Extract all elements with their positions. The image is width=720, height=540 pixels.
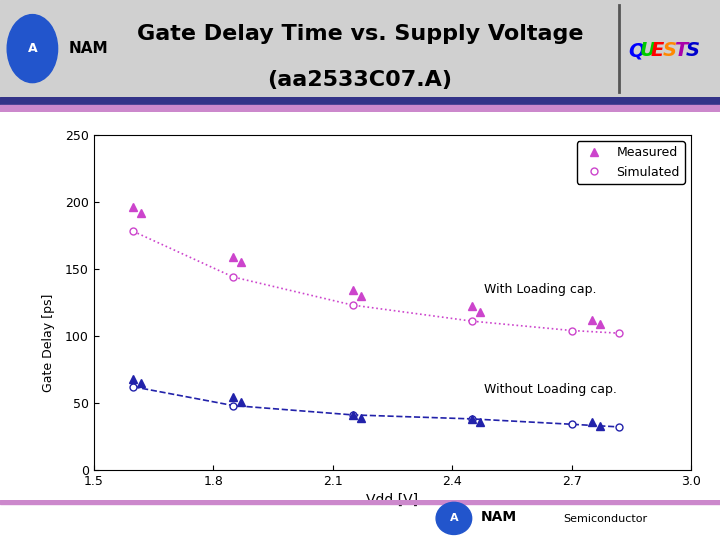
Text: (aa2533C07.A): (aa2533C07.A) <box>268 70 452 90</box>
X-axis label: Vdd [V]: Vdd [V] <box>366 493 418 507</box>
Legend: Measured, Simulated: Measured, Simulated <box>577 141 685 184</box>
Text: NAM: NAM <box>481 510 518 523</box>
Text: Semiconductor: Semiconductor <box>563 514 647 524</box>
Text: Gate Delay Time vs. Supply Voltage: Gate Delay Time vs. Supply Voltage <box>137 24 583 44</box>
Bar <box>0 500 720 503</box>
Text: T: T <box>674 41 687 60</box>
Ellipse shape <box>7 15 58 83</box>
Ellipse shape <box>436 502 472 535</box>
Text: A: A <box>27 42 37 55</box>
Text: Gate Delay [ps]: Gate Delay [ps] <box>42 293 55 392</box>
Text: Without Loading cap.: Without Loading cap. <box>484 383 617 396</box>
Text: With Loading cap.: With Loading cap. <box>484 283 597 296</box>
Text: NAM: NAM <box>68 41 108 56</box>
Text: E: E <box>651 41 665 60</box>
Text: S: S <box>685 41 699 60</box>
Text: U: U <box>639 41 655 60</box>
Text: A: A <box>449 514 458 523</box>
Text: Q: Q <box>628 41 644 60</box>
Bar <box>0 105 720 112</box>
Bar <box>0 97 720 104</box>
Text: S: S <box>662 41 676 60</box>
